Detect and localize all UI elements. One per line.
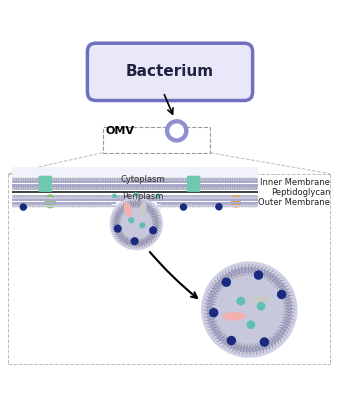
Circle shape xyxy=(201,261,298,358)
Bar xyxy=(12,202,116,204)
Circle shape xyxy=(254,270,263,280)
Bar xyxy=(12,204,258,208)
Circle shape xyxy=(149,226,157,234)
Circle shape xyxy=(114,225,122,233)
Circle shape xyxy=(236,297,245,306)
Circle shape xyxy=(222,278,231,287)
Text: Bacterium: Bacterium xyxy=(126,64,214,79)
Ellipse shape xyxy=(123,202,132,217)
Circle shape xyxy=(227,336,236,345)
Circle shape xyxy=(257,302,266,311)
Bar xyxy=(156,199,258,201)
Bar xyxy=(12,199,258,201)
Bar xyxy=(12,191,258,193)
Circle shape xyxy=(169,124,184,138)
Bar xyxy=(12,199,116,201)
Circle shape xyxy=(134,192,139,197)
Ellipse shape xyxy=(222,312,246,321)
FancyBboxPatch shape xyxy=(38,176,52,192)
Bar xyxy=(12,186,258,190)
Circle shape xyxy=(156,194,160,198)
Bar xyxy=(156,202,258,204)
Text: Inner Membrane: Inner Membrane xyxy=(260,178,330,187)
Circle shape xyxy=(114,201,159,246)
Bar xyxy=(156,197,258,199)
Circle shape xyxy=(20,203,27,211)
Circle shape xyxy=(165,119,189,143)
Bar xyxy=(12,178,258,181)
Bar xyxy=(12,202,258,204)
Ellipse shape xyxy=(45,194,56,208)
Text: OMV: OMV xyxy=(106,126,135,136)
Circle shape xyxy=(112,194,117,198)
Bar xyxy=(112,201,160,212)
Circle shape xyxy=(218,278,280,341)
Circle shape xyxy=(246,320,255,329)
FancyBboxPatch shape xyxy=(87,43,253,100)
Ellipse shape xyxy=(249,296,270,303)
Bar xyxy=(12,184,258,186)
Text: Cytoplasm: Cytoplasm xyxy=(121,175,165,184)
Circle shape xyxy=(209,308,218,318)
Text: Peptidoglycan: Peptidoglycan xyxy=(271,188,330,197)
Circle shape xyxy=(260,337,269,347)
Text: Outer Membrane: Outer Membrane xyxy=(258,198,330,207)
Bar xyxy=(103,128,210,153)
Circle shape xyxy=(122,210,150,238)
Bar xyxy=(12,195,258,199)
FancyBboxPatch shape xyxy=(187,176,200,192)
Circle shape xyxy=(277,290,286,299)
Circle shape xyxy=(215,203,223,210)
Ellipse shape xyxy=(139,202,147,215)
Bar xyxy=(156,205,258,208)
Bar xyxy=(12,197,116,199)
Circle shape xyxy=(180,203,187,211)
Circle shape xyxy=(109,197,163,250)
Circle shape xyxy=(212,273,286,346)
Bar xyxy=(12,181,258,183)
Text: Periplasm: Periplasm xyxy=(122,192,164,201)
Bar xyxy=(12,167,258,180)
Circle shape xyxy=(131,237,139,245)
Circle shape xyxy=(139,222,146,228)
Bar xyxy=(12,205,116,208)
Circle shape xyxy=(206,267,292,352)
Circle shape xyxy=(118,206,154,242)
Circle shape xyxy=(128,217,134,223)
Ellipse shape xyxy=(231,195,241,208)
